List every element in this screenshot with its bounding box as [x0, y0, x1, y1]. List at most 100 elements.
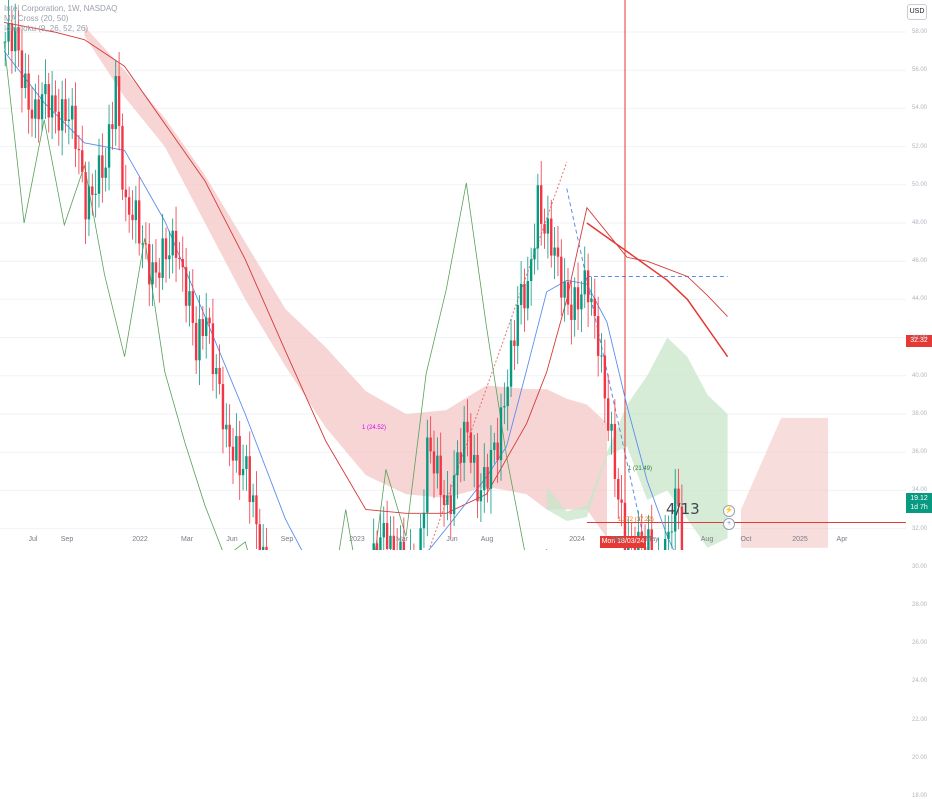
candle-down [560, 256, 563, 298]
candle-down [10, 23, 14, 52]
price-tick-label: 46.00 [912, 258, 928, 265]
candle-up [104, 167, 107, 178]
price-tick-label: 36.00 [912, 449, 928, 456]
chart-legend: Intel Corporation, 1W, NASDAQ MA Cross (… [4, 4, 117, 34]
candle-down [117, 76, 121, 126]
lightning-icon[interactable]: ⚡ [723, 505, 735, 517]
price-tick-label: 22.00 [912, 716, 928, 723]
candle-up [245, 456, 248, 469]
fib-label-left: 1 (24.52) [362, 425, 387, 431]
candle-down [556, 247, 560, 257]
candle-up [134, 200, 138, 221]
time-tick-label: Mar [180, 536, 194, 543]
candle-down [164, 238, 168, 260]
candle-down [540, 185, 543, 224]
candle-down [459, 452, 462, 463]
candle-down [64, 99, 67, 121]
candle-down [255, 495, 258, 525]
candle-up [526, 281, 529, 309]
candle-down [121, 125, 124, 190]
price-chart[interactable] [0, 0, 932, 550]
candle-up [590, 298, 593, 303]
candle-down [513, 340, 516, 346]
price-tick-label: 34.00 [912, 487, 928, 494]
candle-up [251, 495, 255, 503]
candle-down [385, 523, 389, 549]
candle-up [40, 94, 44, 120]
time-tick-label: Apr [836, 536, 848, 543]
price-tick-label: 44.00 [912, 296, 928, 303]
level-price-tag: 32.32 [906, 335, 932, 347]
candle-down [623, 502, 627, 550]
candle-up [422, 512, 426, 529]
bar-countdown: 1d 7h [910, 504, 928, 511]
candle-up [372, 543, 375, 550]
candle-up [667, 531, 670, 539]
candle-up [151, 262, 154, 285]
candle-down [221, 384, 225, 430]
price-tick-label: 48.00 [912, 220, 928, 226]
time-tick-label: Sep [60, 536, 74, 543]
price-tick-label: 42.00 [912, 334, 928, 341]
price-tick-label: 32.00 [912, 525, 928, 532]
candle-down [523, 283, 526, 309]
candle-down [37, 99, 40, 120]
candle-down [617, 478, 620, 500]
candle-down [148, 244, 151, 285]
candle-up [205, 317, 208, 336]
candle-down [442, 494, 446, 505]
candle-up [546, 218, 550, 234]
price-tick-label: 40.00 [912, 372, 928, 379]
candle-down [643, 547, 647, 550]
price-tick-label: 18.00 [912, 793, 928, 799]
candle-down [392, 535, 395, 550]
candle-down [47, 84, 50, 118]
candle-down [449, 495, 452, 515]
candle-down [27, 73, 30, 110]
time-tick-label: 2023 [349, 536, 365, 543]
candle-down [570, 304, 573, 320]
indicator-ma-cross[interactable]: MA Cross (20, 50) [4, 14, 69, 23]
wave-count-label: 4/13 [666, 500, 700, 518]
lagging-span-line [3, 41, 548, 550]
plus-icon[interactable]: + [723, 518, 735, 530]
price-tick-label: 30.00 [912, 563, 928, 570]
candle-down [181, 258, 184, 268]
candle-down [111, 124, 114, 130]
candle-down [476, 454, 479, 502]
candle-down [586, 270, 590, 303]
candle-down [138, 200, 141, 244]
candle-up [499, 407, 503, 461]
candle-up [483, 467, 486, 491]
candle-down [543, 223, 546, 234]
candle-up [198, 319, 201, 361]
currency-button[interactable]: USD [907, 4, 927, 20]
candle-up [509, 340, 513, 387]
candle-down [20, 50, 24, 88]
candle-down [77, 148, 81, 151]
candle-down [178, 257, 181, 259]
candle-up [50, 95, 54, 118]
candle-down [218, 367, 221, 385]
time-tick-label: Sep [280, 536, 294, 543]
candle-up [168, 255, 171, 260]
candle-up [516, 305, 519, 346]
fib-label-1272: 1.272 (17.22) [618, 517, 654, 523]
candle-down [17, 27, 20, 51]
time-tick-label: Oct [740, 536, 752, 543]
indicator-ichimoku[interactable]: Ichimoku (9, 26, 52, 26) [4, 24, 89, 33]
candle-up [60, 99, 64, 131]
candle-down [680, 506, 684, 550]
time-tick-label: Aug [480, 536, 494, 543]
candle-down [607, 398, 610, 431]
slow-ma-line [3, 22, 728, 514]
candle-up [389, 535, 392, 549]
candle-up [456, 452, 459, 476]
candle-down [650, 529, 653, 550]
price-tick-label: 58.00 [912, 29, 928, 35]
candle-down [194, 322, 198, 361]
candle-down [238, 436, 241, 476]
candle-down [208, 317, 211, 324]
candle-up [107, 124, 111, 168]
price-tick-label: 20.00 [912, 754, 928, 761]
